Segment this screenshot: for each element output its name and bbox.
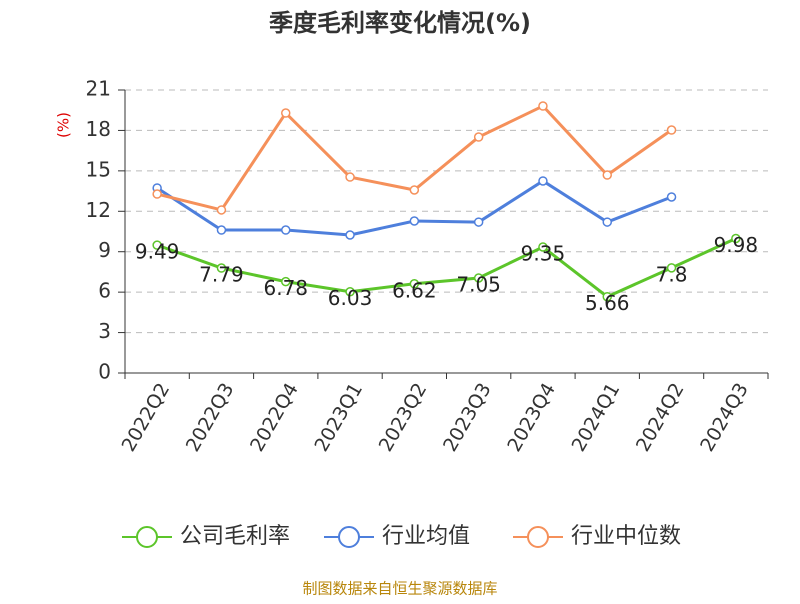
x-tick-label: 2024Q2 — [632, 379, 689, 455]
point — [281, 108, 291, 118]
y-tick-label: 6 — [98, 279, 111, 303]
point — [281, 225, 291, 235]
point — [216, 205, 227, 215]
x-tick-label: 2023Q4 — [503, 379, 560, 455]
x-tick-label: 2022Q2 — [117, 379, 174, 455]
x-tick-label: 2024Q1 — [568, 379, 625, 455]
chart-title: 季度毛利率变化情况(%) — [269, 9, 531, 37]
legend-label: 行业中位数 — [571, 524, 681, 549]
point — [216, 263, 227, 273]
legend-marker — [527, 526, 549, 548]
source-note: 制图数据来自恒生聚源数据库 — [302, 580, 497, 598]
point — [409, 279, 420, 289]
y-tick-label: 3 — [98, 319, 111, 343]
point — [345, 286, 355, 297]
series-line — [156, 237, 737, 299]
y-tick-label: 9 — [98, 238, 111, 262]
y-tick-label: 12 — [86, 198, 111, 222]
legend-label: 公司毛利率 — [180, 524, 290, 549]
point — [538, 176, 548, 186]
point — [666, 125, 677, 135]
data-label: 6.03 — [328, 286, 373, 310]
data-label: 6.78 — [263, 276, 308, 300]
point — [345, 172, 355, 182]
x-tick-label: 2023Q3 — [439, 379, 496, 455]
data-label: 7.05 — [456, 272, 501, 296]
point — [345, 230, 355, 240]
point — [281, 276, 291, 287]
legend-label: 行业均值 — [382, 524, 470, 549]
point — [409, 185, 420, 195]
data-label: 7.8 — [656, 262, 688, 286]
point — [473, 273, 484, 283]
point — [602, 170, 612, 180]
point — [538, 101, 548, 111]
point — [666, 192, 677, 202]
y-tick-label: 21 — [86, 77, 111, 101]
data-label: 9.49 — [135, 240, 180, 264]
point — [538, 242, 548, 252]
x-tick-label: 2023Q1 — [310, 379, 367, 455]
y-tick-label: 18 — [86, 117, 111, 141]
y-axis-label: (%) — [55, 112, 73, 138]
data-label: 9.35 — [521, 241, 566, 265]
point — [666, 263, 677, 273]
point — [152, 240, 162, 250]
legend-marker — [136, 526, 158, 548]
point — [602, 217, 612, 227]
x-tick-label: 2023Q2 — [375, 379, 432, 455]
point — [473, 132, 484, 142]
data-label: 6.62 — [392, 278, 437, 302]
x-tick-label: 2022Q4 — [246, 379, 303, 455]
point — [602, 291, 612, 302]
point — [731, 233, 741, 244]
y-tick-label: 15 — [86, 157, 111, 181]
y-tick-label: 0 — [98, 360, 111, 384]
point — [216, 225, 227, 235]
data-label: 5.66 — [585, 291, 630, 315]
legend-marker — [338, 526, 360, 548]
point — [152, 189, 162, 199]
x-tick-label: 2024Q3 — [696, 379, 753, 455]
data-label: 7.79 — [199, 263, 244, 287]
x-tick-label: 2022Q3 — [182, 379, 239, 455]
point — [409, 216, 420, 226]
point — [473, 217, 484, 227]
data-label: 9.98 — [714, 233, 759, 257]
